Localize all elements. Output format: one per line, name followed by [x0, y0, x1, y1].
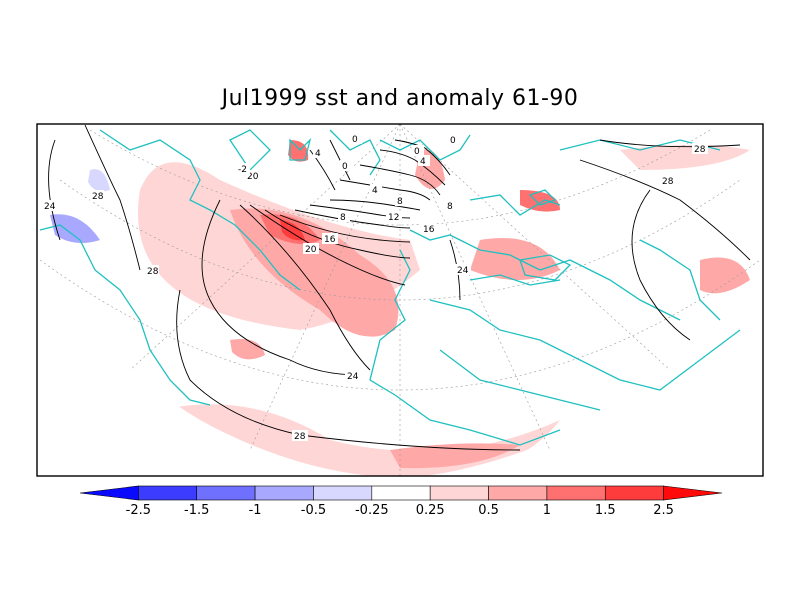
contour-label: 8	[447, 202, 453, 212]
colorbar-label: -2.5	[126, 503, 151, 518]
contour-label: 4	[420, 157, 426, 167]
colorbar: -2.5 -1.5 -1 -0.5 -0.25 0.25 0.5 1 1.5 2.5	[79, 485, 723, 518]
colorbar-label: -1	[249, 503, 262, 518]
colorbar-swatch	[429, 485, 489, 501]
contour-label: 28	[694, 145, 706, 155]
contour-label: 4	[372, 186, 378, 196]
colorbar-swatch	[371, 485, 431, 501]
colorbar-swatch	[604, 485, 664, 501]
map-frame	[36, 123, 764, 477]
contour-label: 20	[305, 245, 317, 255]
colorbar-label: 0.25	[416, 503, 445, 518]
colorbar-swatch	[79, 485, 139, 501]
contour-label: 4	[315, 149, 321, 159]
contour-labels: 24 28 28 20 16 24 28 8 12 8 4 4 0	[42, 133, 708, 442]
colorbar-label: 2.5	[653, 503, 674, 518]
contour-label: 28	[147, 267, 159, 277]
colorbar-swatch	[488, 485, 548, 501]
colorbar-label: 1	[543, 503, 551, 518]
colorbar-label: 0.5	[478, 503, 499, 518]
contour-label: 28	[92, 192, 104, 202]
contour-label: 16	[423, 225, 435, 235]
map-title: Jul1999 sst and anomaly 61-90	[221, 86, 579, 111]
contour-label: 0	[342, 162, 348, 172]
contour-label: 0	[450, 136, 456, 146]
coastlines	[39, 129, 741, 446]
colorbar-label: -0.5	[301, 503, 326, 518]
colorbar-swatch	[138, 485, 198, 501]
contour-label: 28	[294, 432, 306, 442]
contour-label: -2	[238, 165, 247, 175]
colorbar-swatch	[254, 485, 314, 501]
contour-label: 0	[352, 135, 358, 145]
colorbar-label: -1.5	[184, 503, 209, 518]
contour-label: 28	[662, 177, 674, 187]
colorbar-swatch	[196, 485, 256, 501]
anomaly-shading	[50, 140, 750, 476]
contour-label: 24	[347, 372, 359, 382]
contour-label: 20	[247, 172, 259, 182]
contour-label: 0	[414, 147, 420, 157]
map-area: 24 28 28 20 16 24 28 8 12 8 4 4 0	[39, 124, 761, 476]
colorbar-swatch	[663, 485, 723, 501]
graticule	[39, 124, 761, 476]
contour-label: 16	[324, 235, 336, 245]
contour-label: 24	[457, 266, 469, 276]
colorbar-swatch	[313, 485, 373, 501]
colorbar-swatch	[546, 485, 606, 501]
contour-label: 8	[340, 213, 346, 223]
contour-label: 24	[44, 202, 56, 212]
contour-label: 8	[397, 197, 403, 207]
colorbar-label: 1.5	[595, 503, 616, 518]
contour-label: 12	[388, 213, 399, 223]
colorbar-label: -0.25	[355, 503, 389, 518]
